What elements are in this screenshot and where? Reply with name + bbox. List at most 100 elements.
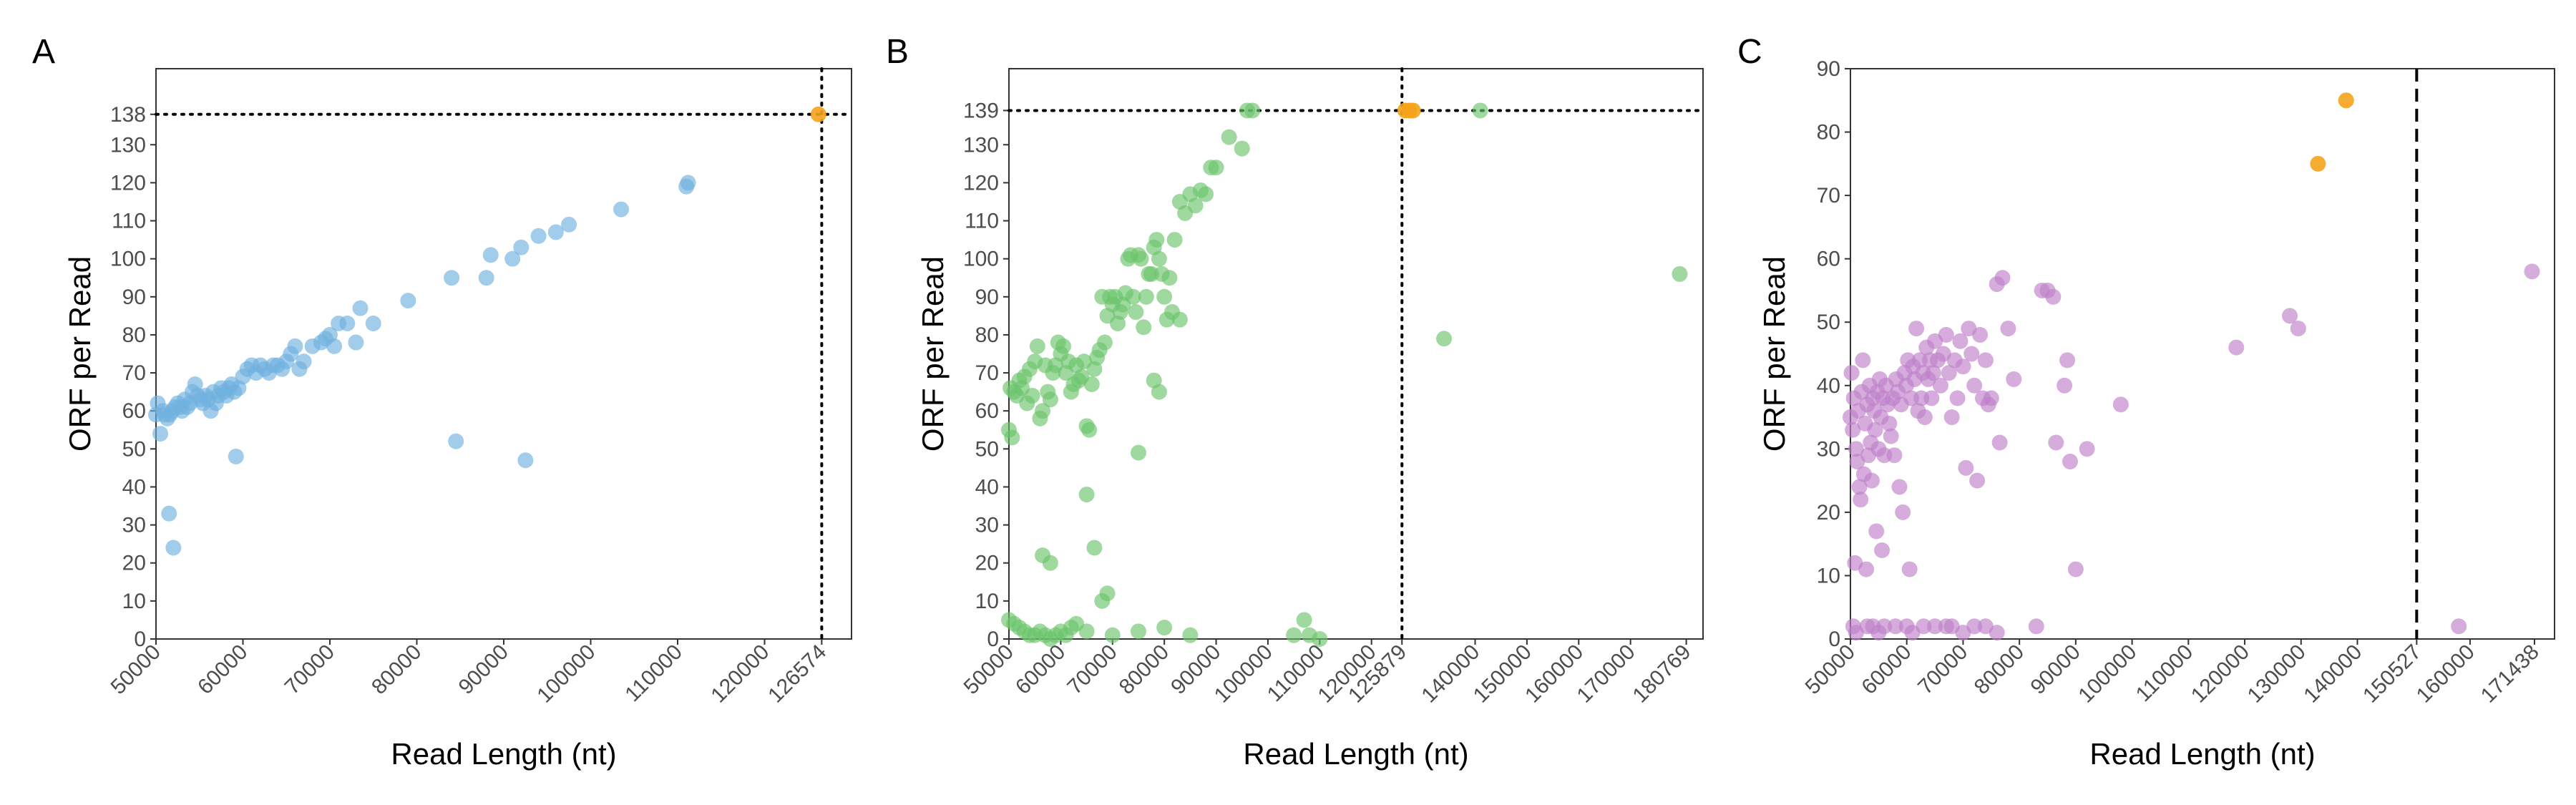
panel-c-data-point bbox=[2282, 308, 2298, 324]
panel-b-data-point bbox=[1166, 232, 1183, 248]
panel-letter-a: A bbox=[32, 33, 55, 71]
panel-a-x-tick-label: 110000 bbox=[620, 640, 687, 707]
panel-c-y-tick-label: 60 bbox=[1817, 248, 1840, 271]
panel-c-x-tick-label: 150527 bbox=[2358, 640, 2426, 708]
panel-a-data-point bbox=[517, 452, 534, 469]
panel-c-data-point bbox=[1972, 326, 1989, 343]
panel-c-data-point bbox=[1863, 472, 1880, 489]
panel-b-data-point bbox=[1029, 338, 1045, 354]
panel-b-data-point bbox=[1035, 403, 1051, 419]
panel-a-data-point bbox=[287, 338, 303, 354]
panel-b-data-point bbox=[1125, 288, 1141, 305]
panel-c-data-point bbox=[1886, 447, 1903, 464]
panel-a-y-tick-label: 138 bbox=[110, 103, 146, 127]
panel-b-data-point bbox=[1130, 623, 1146, 640]
panel-c-data-point bbox=[1858, 561, 1875, 577]
panel-a-data-point bbox=[504, 250, 521, 267]
panel-a-data-point bbox=[613, 201, 630, 218]
panel-c-y-tick-label: 80 bbox=[1817, 121, 1840, 145]
panel-b-data-point bbox=[1042, 391, 1058, 408]
panel-b-data-point bbox=[1208, 160, 1224, 176]
panel-c-data-point bbox=[2290, 321, 2306, 337]
panel-b-data-point bbox=[1136, 319, 1152, 336]
panel-b-data-point bbox=[1151, 384, 1167, 400]
panel-b-data-point bbox=[1312, 631, 1328, 647]
panel-b-y-tick-label: 10 bbox=[975, 590, 999, 613]
panel-a-x-tick-label: 60000 bbox=[193, 640, 252, 699]
panel-c-x-tick-label: 160000 bbox=[2412, 640, 2479, 708]
panel-a-data-point bbox=[444, 270, 460, 286]
panel-b-data-point bbox=[1081, 421, 1098, 438]
panel-b-y-tick-label: 0 bbox=[987, 628, 999, 651]
panel-b-x-tick-label: 80000 bbox=[1115, 640, 1174, 699]
panel-b-data-point bbox=[1198, 186, 1214, 203]
panel-c-data-point bbox=[1989, 625, 2005, 641]
panel-a-y-tick-label: 10 bbox=[122, 590, 146, 613]
panel-c-data-point bbox=[1980, 396, 1996, 413]
panel-b-y-tick-label: 130 bbox=[963, 133, 999, 157]
panel-b-scatter-chart: 0102030405060708090100110120130139500006… bbox=[916, 67, 1704, 771]
panel-c-y-tick-label: 50 bbox=[1817, 311, 1840, 334]
panel-c-data-point bbox=[2059, 352, 2076, 369]
panel-c-data-point bbox=[1925, 365, 1941, 381]
panel-b-data-point bbox=[1138, 288, 1154, 305]
panel-a-y-tick-label: 100 bbox=[110, 248, 146, 271]
panel-a-y-tick-label: 60 bbox=[122, 399, 146, 423]
panel-c-data-point bbox=[1994, 270, 2011, 286]
panel-c-data-point bbox=[1876, 618, 1893, 635]
panel-b-data-point bbox=[1436, 331, 1453, 347]
panel-b-data-point bbox=[1083, 376, 1100, 393]
panel-b-highlight-point bbox=[1405, 102, 1421, 119]
panel-c-x-tick-label: 171438 bbox=[2477, 640, 2544, 708]
panel-a-data-point bbox=[547, 224, 564, 240]
panel-b-data-point bbox=[1130, 444, 1146, 461]
panel-a-y-tick-label: 90 bbox=[122, 286, 146, 309]
panel-a-y-tick-label: 70 bbox=[122, 361, 146, 385]
panel-b-data-point bbox=[1151, 250, 1167, 267]
panel-c-data-point bbox=[1952, 333, 1968, 349]
panel-c-data-point bbox=[1916, 618, 1932, 635]
panel-c-x-tick-label: 120000 bbox=[2187, 640, 2254, 708]
panel-a-highlight-point bbox=[810, 106, 826, 122]
panel-c-y-axis-title: ORF per Read bbox=[1757, 256, 1791, 452]
panel-c-data-point bbox=[1938, 326, 1954, 343]
panel-b-data-point bbox=[1094, 592, 1111, 609]
panel-b-x-tick-label: 170000 bbox=[1572, 640, 1639, 708]
panel-c-y-tick-label: 10 bbox=[1817, 564, 1840, 587]
panel-c-data-point bbox=[1843, 365, 1860, 381]
panel-c-data-point bbox=[1848, 441, 1864, 457]
panel-c-data-point bbox=[2062, 454, 2079, 470]
panel-c-data-point bbox=[1991, 434, 2008, 451]
panel-b-x-tick-label: 140000 bbox=[1417, 640, 1484, 708]
panel-b-data-point bbox=[1156, 288, 1173, 305]
panel-b-y-tick-label: 60 bbox=[975, 399, 999, 423]
panel-b-data-point bbox=[1221, 129, 1237, 145]
panel-a-data-point bbox=[482, 247, 499, 263]
panel-c-x-axis-title: Read Length (nt) bbox=[2089, 737, 2315, 771]
panel-a-y-tick-label: 80 bbox=[122, 323, 146, 347]
panel-b-data-point bbox=[1672, 265, 1688, 282]
panel-c-data-point bbox=[1923, 390, 1940, 406]
panel-a-y-axis-title: ORF per Read bbox=[63, 256, 97, 452]
panel-b-data-point bbox=[1472, 102, 1488, 119]
panel-c-y-tick-label: 20 bbox=[1817, 501, 1840, 525]
panel-a-x-tick-label: 126574 bbox=[763, 640, 831, 708]
panel-b-y-tick-label: 20 bbox=[975, 552, 999, 575]
panel-b-data-point bbox=[1171, 311, 1188, 328]
panel-c-highlight-point bbox=[2338, 92, 2354, 109]
panel-c-data-point bbox=[1932, 377, 1948, 394]
panel-b-data-point bbox=[1042, 555, 1058, 571]
panel-b-data-point bbox=[1182, 627, 1199, 643]
panel-a-x-tick-label: 80000 bbox=[367, 640, 426, 699]
panel-c-x-tick-label: 60000 bbox=[1857, 640, 1916, 699]
panel-a-y-tick-label: 0 bbox=[134, 628, 146, 651]
panel-c-data-point bbox=[1955, 358, 1971, 375]
panel-c-data-point bbox=[1958, 459, 1974, 476]
panel-c-y-tick-label: 40 bbox=[1817, 374, 1840, 398]
panel-b-y-tick-label: 120 bbox=[963, 171, 999, 195]
panel-c-data-point bbox=[1851, 479, 1868, 495]
panel-b-data-point bbox=[1024, 387, 1040, 404]
panel-c-data-point bbox=[2006, 371, 2022, 387]
